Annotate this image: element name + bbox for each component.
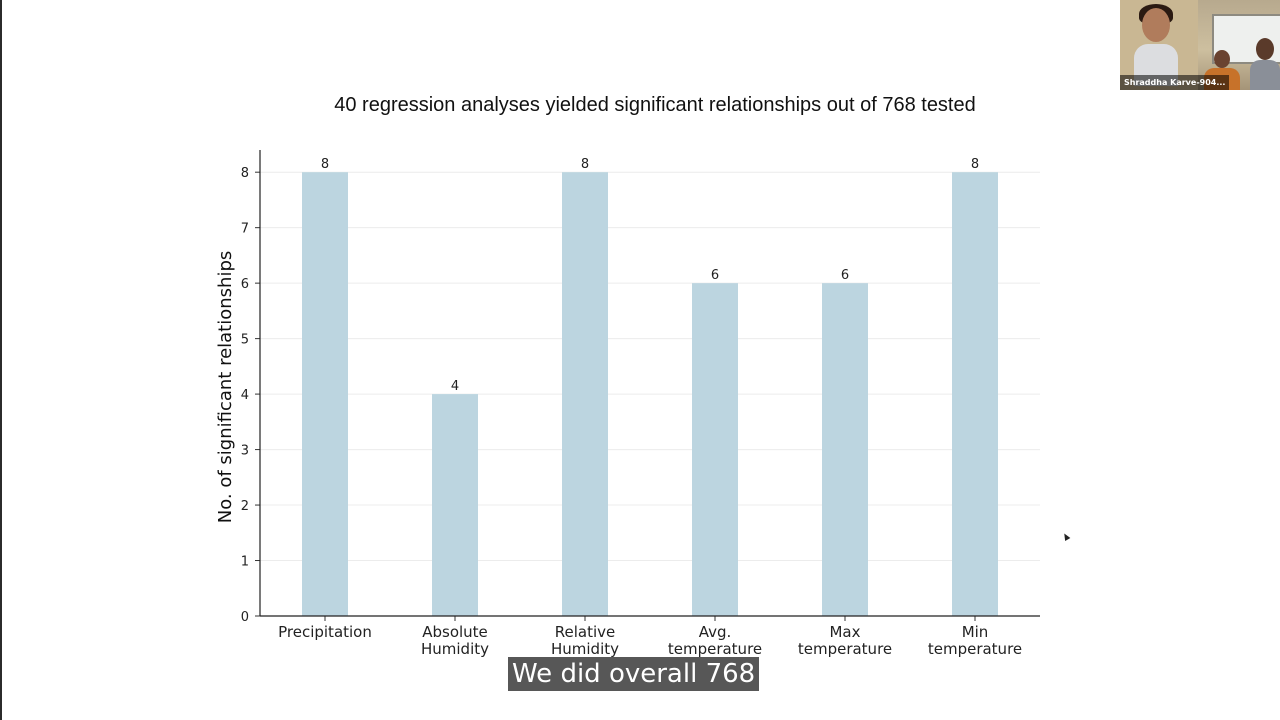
x-category-label-line: Avg.	[699, 623, 732, 641]
bar	[952, 172, 998, 616]
bar	[302, 172, 348, 616]
x-category-label-line: temperature	[798, 640, 892, 658]
bar-data-label: 6	[841, 268, 849, 283]
y-tick-label: 7	[241, 222, 249, 237]
x-category-label-line: temperature	[928, 640, 1022, 658]
bar-data-label: 4	[451, 379, 459, 394]
participant-name-label: Shraddha Karve-904...	[1120, 75, 1230, 90]
x-category-label: Max temperature	[798, 623, 892, 658]
x-category-label: Precipitation	[278, 623, 372, 641]
bar	[562, 172, 608, 616]
y-axis-title: No. of significant relationships	[215, 251, 236, 524]
x-category-label-line: temperature	[668, 640, 762, 658]
x-category-label-line: Relative	[555, 623, 616, 641]
y-tick-label: 4	[241, 388, 249, 403]
bar	[692, 283, 738, 616]
bar-data-label: 8	[321, 157, 329, 172]
x-category-label: Avg. temperature	[668, 623, 762, 658]
bar-data-label: 8	[971, 157, 979, 172]
slide-title: 40 regression analyses yielded significa…	[334, 94, 976, 116]
y-tick-label: 1	[241, 555, 249, 570]
y-tick-label: 3	[241, 444, 249, 459]
x-category-label: Min temperature	[928, 623, 1022, 658]
y-tick-label: 5	[241, 333, 249, 348]
window-left-edge	[0, 0, 2, 720]
y-tick-label: 2	[241, 499, 249, 514]
x-category-label-line: Humidity	[551, 640, 619, 658]
x-category-label-line: Min	[962, 623, 989, 641]
participant-video-tile[interactable]: Shraddha Karve-904...	[1120, 0, 1280, 90]
x-category-label: Relative Humidity	[551, 623, 619, 658]
bar-data-label: 8	[581, 157, 589, 172]
x-category-label-line: Absolute	[422, 623, 488, 641]
y-tick-label: 8	[241, 166, 249, 181]
x-category-label-line: Humidity	[421, 640, 489, 658]
bar	[822, 283, 868, 616]
y-tick-label: 0	[241, 610, 249, 625]
y-tick-label: 6	[241, 277, 249, 292]
bar	[432, 394, 478, 616]
participant-figure	[1250, 38, 1280, 90]
x-category-label-line: Precipitation	[278, 623, 372, 641]
subtitle-caption: We did overall 768	[508, 657, 760, 691]
x-category-label: Absolute Humidity	[421, 623, 489, 658]
bar-data-label: 6	[711, 268, 719, 283]
x-category-label-line: Max	[829, 623, 860, 641]
